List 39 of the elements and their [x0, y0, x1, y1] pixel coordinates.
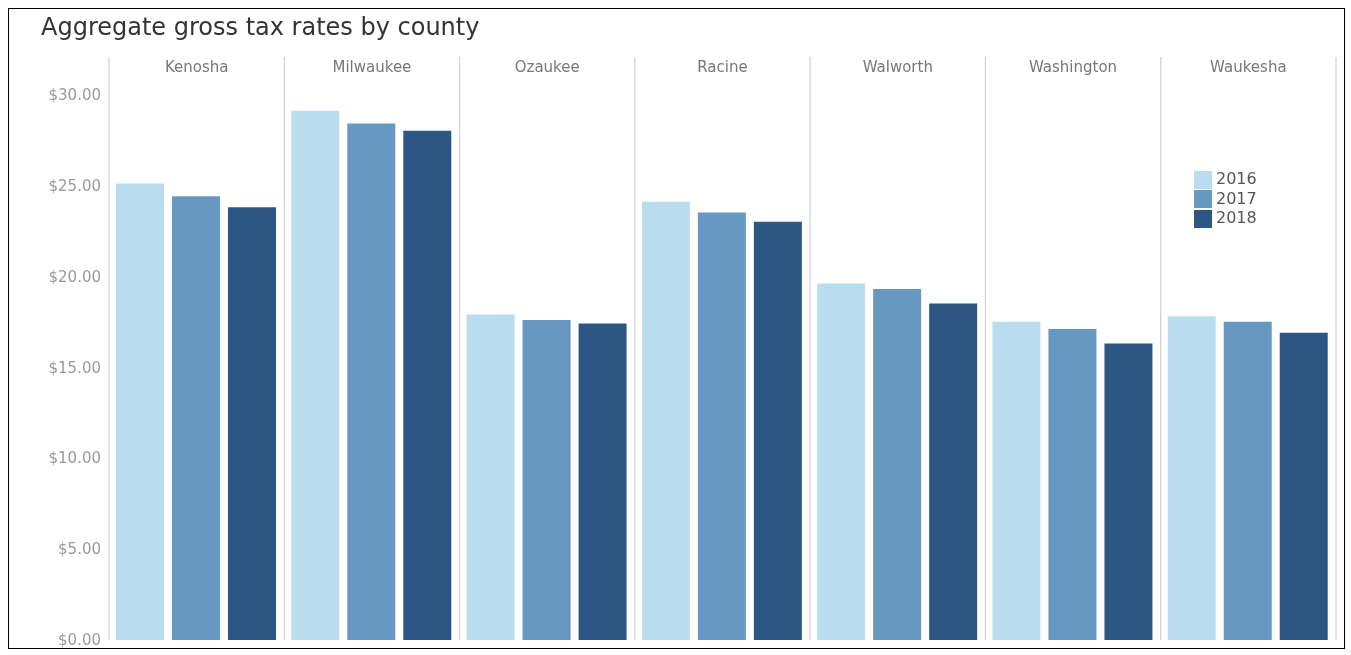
- x-tick-label: Milwaukee: [332, 58, 412, 76]
- y-tick-label: $15.00: [48, 358, 101, 377]
- bar: [466, 314, 515, 640]
- bar: [403, 130, 452, 640]
- y-tick-label: $5.00: [58, 540, 101, 559]
- x-tick-label: Ozaukee: [514, 58, 580, 76]
- bar: [1279, 332, 1328, 640]
- bar: [753, 221, 802, 640]
- bar: [992, 321, 1041, 640]
- bar: [228, 207, 277, 640]
- bar: [578, 323, 627, 640]
- bar: [641, 201, 690, 640]
- legend-label: 2017: [1216, 188, 1257, 208]
- y-tick-label: $25.00: [48, 176, 101, 195]
- bar: [697, 212, 746, 640]
- legend-label: 2018: [1216, 208, 1257, 227]
- x-tick-label: Racine: [697, 58, 748, 76]
- legend-label: 2016: [1216, 169, 1257, 188]
- y-tick-label: $20.00: [48, 267, 101, 286]
- bar: [873, 288, 922, 640]
- bar: [522, 319, 571, 640]
- bar: [1104, 343, 1153, 640]
- y-tick-label: $0.00: [58, 631, 101, 650]
- bar: [1223, 321, 1272, 640]
- y-tick-label: $30.00: [48, 85, 101, 104]
- y-tick-label: $10.00: [48, 449, 101, 468]
- bar: [347, 123, 396, 640]
- bar: [1048, 328, 1097, 640]
- bar: [1167, 316, 1216, 640]
- x-tick-label: Kenosha: [164, 58, 229, 76]
- bar: [172, 196, 221, 640]
- x-tick-label: Washington: [1028, 58, 1118, 76]
- x-tick-label: Walworth: [862, 58, 933, 76]
- x-tick-label: Waukesha: [1210, 58, 1287, 76]
- bar: [817, 283, 866, 640]
- bar: [291, 110, 340, 640]
- bar: [116, 183, 165, 640]
- bar: [929, 303, 978, 640]
- chart-title: Aggregate gross tax rates by county: [41, 13, 480, 41]
